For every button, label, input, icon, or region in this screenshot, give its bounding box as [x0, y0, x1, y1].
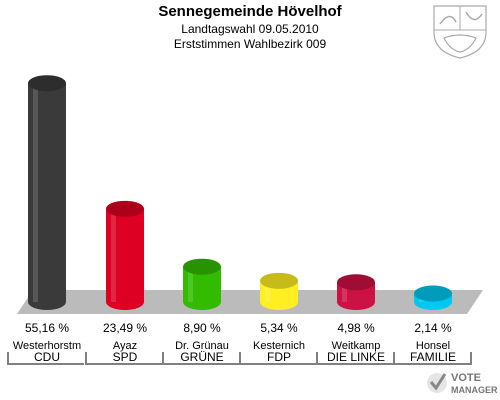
bar-top — [414, 285, 452, 302]
bar-highlight — [111, 208, 116, 302]
value-label: 23,49 % — [103, 321, 147, 335]
chart-subtitle-district: Erststimmen Wahlbezirk 009 — [173, 37, 327, 51]
chart-floor — [17, 290, 483, 314]
party-label: DIE LINKE — [327, 350, 385, 364]
logo-line1: VOTE — [451, 372, 481, 384]
value-label: 55,16 % — [25, 321, 69, 335]
bar-grüne — [183, 258, 221, 310]
candidate-label: Weitkamp — [332, 340, 381, 352]
bar-cdu — [28, 75, 66, 310]
party-label: FDP — [267, 350, 291, 364]
bar-spd — [106, 200, 144, 310]
chart-subtitle: Landtagswahl 09.05.2010 — [181, 22, 319, 36]
chart-title: Sennegemeinde Hövelhof — [158, 3, 342, 20]
candidate-label: Honsel — [416, 340, 450, 352]
bar-top — [28, 75, 66, 92]
party-label: CDU — [34, 350, 60, 364]
value-label: 8,90 % — [183, 321, 221, 335]
party-label: SPD — [113, 350, 138, 364]
bar-top — [183, 258, 221, 275]
nrw-coat-of-arms-icon — [433, 5, 487, 59]
candidate-label: Ayaz — [113, 340, 137, 352]
candidate-label: Kesternich — [253, 340, 305, 352]
vote-manager-logo: VOTE MANAGER — [427, 372, 498, 395]
value-label: 2,14 % — [414, 321, 452, 335]
candidate-label: Westerhorstm — [13, 340, 81, 352]
bar-highlight — [342, 282, 347, 302]
bar-highlight — [265, 280, 270, 302]
bar-fdp — [260, 272, 298, 310]
logo-line2: MANAGER — [451, 385, 498, 395]
bar-top — [337, 274, 375, 291]
party-label: GRÜNE — [180, 350, 223, 364]
bar-die-linke — [337, 274, 375, 310]
bar-highlight — [33, 83, 38, 302]
bar-familie — [414, 285, 452, 310]
bar-highlight — [188, 266, 193, 302]
bar-top — [106, 200, 144, 217]
bar-top — [260, 272, 298, 289]
value-label: 5,34 % — [260, 321, 298, 335]
candidate-label: Dr. Grünau — [175, 340, 229, 352]
party-label: FAMILIE — [410, 350, 456, 364]
value-label: 4,98 % — [337, 321, 375, 335]
